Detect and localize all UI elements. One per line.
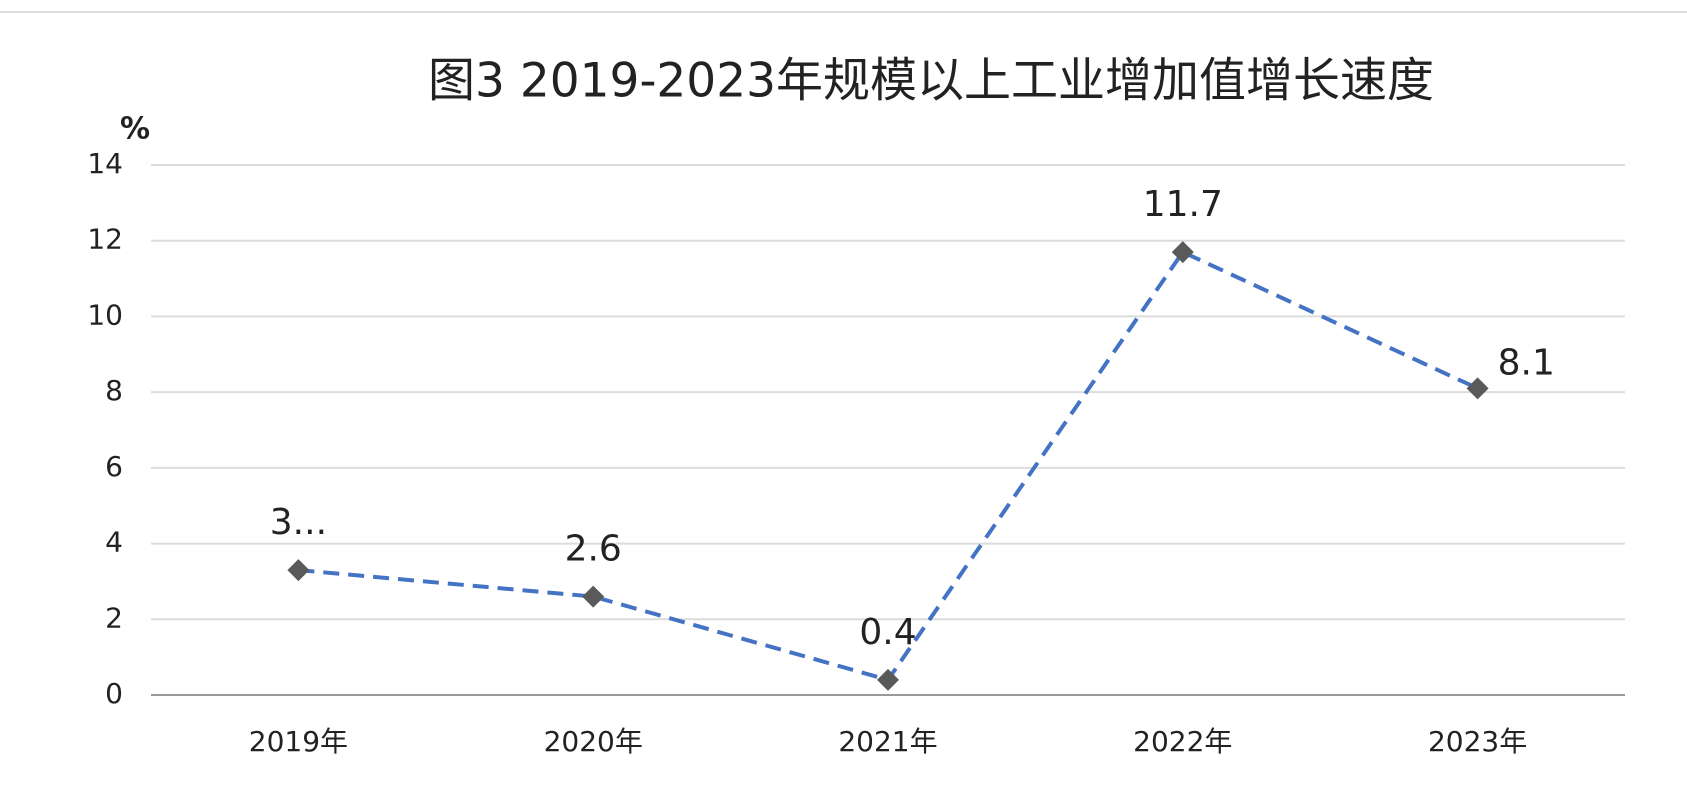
x-tick-label: 2020年	[544, 725, 643, 758]
y-tick-label: 8	[105, 374, 123, 407]
x-tick-label: 2019年	[249, 725, 348, 758]
data-label: 0.4	[859, 612, 916, 653]
x-tick-label: 2021年	[838, 725, 937, 758]
data-label: 11.7	[1143, 184, 1223, 225]
y-tick-label: 0	[105, 677, 123, 710]
x-tick-label: 2023年	[1428, 725, 1527, 758]
data-label: 8.1	[1498, 342, 1555, 383]
y-tick-label: 6	[105, 450, 123, 483]
data-point	[1466, 377, 1489, 400]
chart-title: 图3 2019-2023年规模以上工业增加值增长速度	[428, 54, 1434, 109]
y-axis-label: %	[120, 112, 150, 147]
data-point	[287, 559, 310, 582]
y-tick-label: 12	[87, 223, 123, 256]
y-tick-label: 10	[87, 298, 123, 331]
y-tick-label: 14	[87, 147, 123, 180]
y-tick-label: 4	[105, 526, 123, 559]
data-label: 3...	[270, 502, 327, 543]
data-label: 2.6	[565, 529, 622, 570]
y-tick-label: 2	[105, 601, 123, 634]
x-tick-label: 2022年	[1133, 725, 1232, 758]
data-point	[1171, 241, 1194, 264]
data-point	[877, 668, 899, 691]
data-point	[582, 585, 605, 608]
